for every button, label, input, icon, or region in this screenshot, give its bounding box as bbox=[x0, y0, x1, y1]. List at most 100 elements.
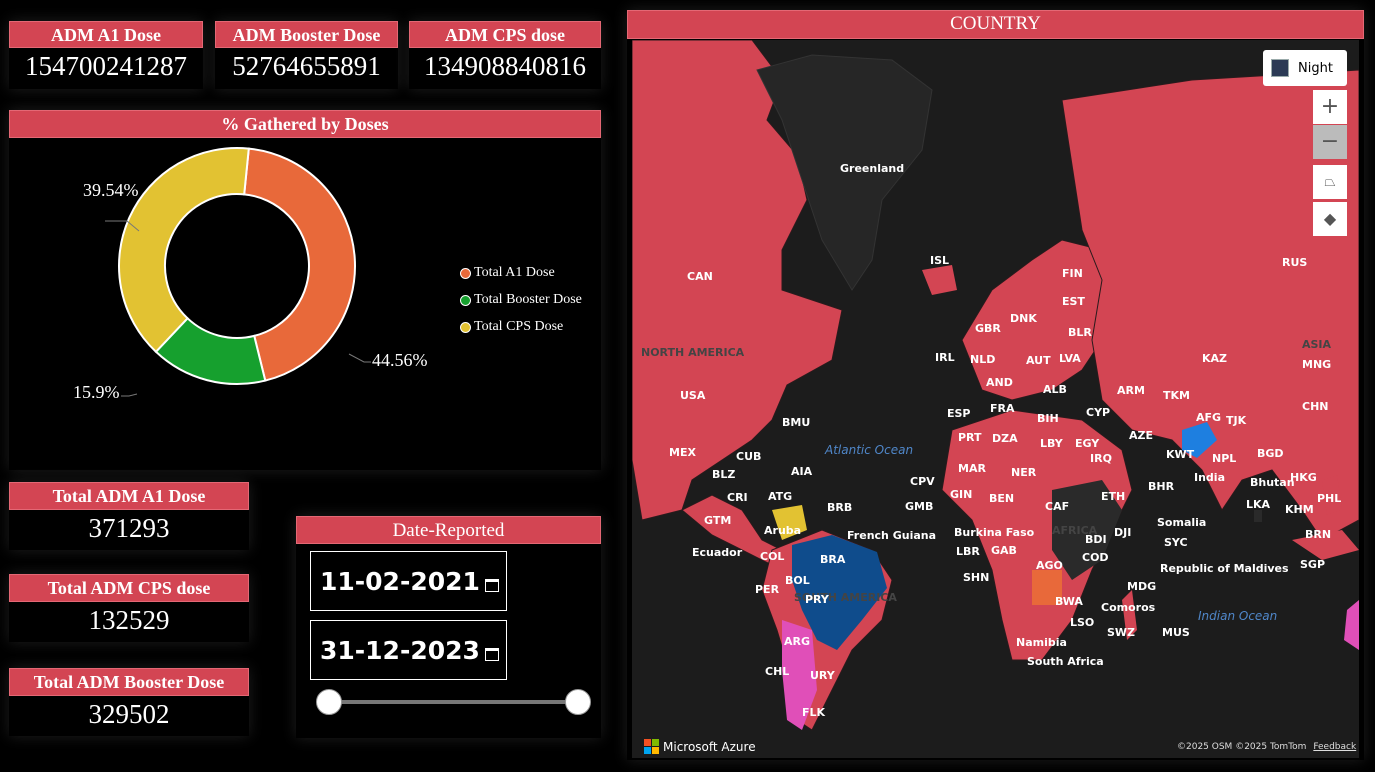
country-label[interactable]: CYP bbox=[1086, 406, 1110, 419]
country-label[interactable]: GBR bbox=[975, 322, 1001, 335]
sri-lanka-land[interactable] bbox=[1254, 510, 1262, 522]
country-label[interactable]: AIA bbox=[791, 465, 813, 478]
philippines-land[interactable] bbox=[1322, 475, 1342, 515]
country-label[interactable]: CRI bbox=[727, 491, 748, 504]
country-label[interactable]: CPV bbox=[910, 475, 935, 488]
country-label[interactable]: GTM bbox=[704, 514, 731, 527]
country-label[interactable]: Comoros bbox=[1101, 601, 1156, 614]
calendar-icon[interactable] bbox=[484, 578, 499, 592]
country-label[interactable]: CUB bbox=[736, 450, 761, 463]
country-label[interactable]: ARG bbox=[784, 635, 810, 648]
country-label[interactable]: KHM bbox=[1285, 503, 1314, 516]
iceland-land[interactable] bbox=[922, 265, 957, 295]
country-label[interactable]: SHN bbox=[963, 571, 989, 584]
country-label[interactable]: CAF bbox=[1045, 500, 1069, 513]
country-label[interactable]: COD bbox=[1082, 551, 1109, 564]
country-label[interactable]: LKA bbox=[1246, 498, 1271, 511]
country-label[interactable]: BRA bbox=[820, 553, 846, 566]
country-label[interactable]: KAZ bbox=[1202, 352, 1227, 365]
country-label[interactable]: CHN bbox=[1302, 400, 1329, 413]
country-label[interactable]: BLR bbox=[1068, 326, 1092, 339]
map-style-button[interactable]: Night bbox=[1263, 50, 1347, 86]
compass-icon[interactable]: ◆ bbox=[1313, 202, 1347, 236]
country-label[interactable]: NPL bbox=[1212, 452, 1236, 465]
country-label[interactable]: Ecuador bbox=[692, 546, 743, 559]
country-label[interactable]: TJK bbox=[1226, 414, 1247, 427]
country-label[interactable]: LVA bbox=[1059, 352, 1081, 365]
country-label[interactable]: NLD bbox=[970, 353, 995, 366]
country-label[interactable]: BDI bbox=[1085, 533, 1107, 546]
feedback-link[interactable]: Feedback bbox=[1313, 742, 1357, 752]
country-label[interactable]: MDG bbox=[1127, 580, 1156, 593]
argentina-land[interactable] bbox=[782, 620, 817, 730]
country-label[interactable]: AFG bbox=[1196, 411, 1221, 424]
country-label[interactable]: PHL bbox=[1317, 492, 1341, 505]
country-label[interactable]: ETH bbox=[1101, 490, 1125, 503]
country-label[interactable]: RUS bbox=[1282, 256, 1307, 269]
country-label[interactable]: ESP bbox=[947, 407, 971, 420]
brazil-land[interactable] bbox=[792, 535, 887, 650]
country-label[interactable]: HKG bbox=[1290, 471, 1317, 484]
country-label[interactable]: PRT bbox=[958, 431, 982, 444]
date-range-start-handle[interactable] bbox=[316, 689, 342, 715]
country-label[interactable]: SWZ bbox=[1107, 626, 1135, 639]
country-label[interactable]: Aruba bbox=[764, 524, 801, 537]
country-label[interactable]: LBR bbox=[956, 545, 980, 558]
country-label[interactable]: DZA bbox=[992, 432, 1018, 445]
zoom-out-button[interactable]: − bbox=[1313, 125, 1347, 159]
country-label[interactable]: BIH bbox=[1037, 412, 1059, 425]
country-label[interactable]: South Africa bbox=[1027, 655, 1104, 668]
country-label[interactable]: BHR bbox=[1148, 480, 1175, 493]
pitch-icon[interactable]: ⏢ bbox=[1313, 165, 1347, 199]
country-label[interactable]: COL bbox=[760, 550, 784, 563]
country-label[interactable]: ATG bbox=[768, 490, 792, 503]
afghanistan-land[interactable] bbox=[1182, 422, 1217, 458]
country-label[interactable]: BRB bbox=[827, 501, 852, 514]
country-label[interactable]: French Guiana bbox=[847, 529, 936, 542]
country-label[interactable]: NER bbox=[1011, 466, 1037, 479]
world-map[interactable]: Atlantic Ocean Indian Ocean NORTH AMERIC… bbox=[632, 40, 1359, 758]
legend-item-cps[interactable]: Total CPS Dose bbox=[460, 319, 563, 335]
country-label[interactable]: SGP bbox=[1300, 558, 1325, 571]
country-label[interactable]: URY bbox=[810, 669, 836, 682]
country-label[interactable]: GMB bbox=[905, 500, 933, 513]
date-range-track[interactable] bbox=[328, 700, 578, 704]
end-date-input[interactable]: 31-12-2023 bbox=[310, 620, 507, 680]
madagascar-land[interactable] bbox=[1122, 590, 1137, 640]
country-label[interactable]: SYC bbox=[1164, 536, 1188, 549]
country-label[interactable]: BEN bbox=[989, 492, 1014, 505]
country-label[interactable]: PRY bbox=[805, 593, 830, 606]
country-label[interactable]: BWA bbox=[1055, 595, 1083, 608]
calendar-icon[interactable] bbox=[484, 647, 499, 661]
country-label[interactable]: BGD bbox=[1257, 447, 1284, 460]
country-label[interactable]: ALB bbox=[1043, 383, 1067, 396]
country-label[interactable]: Republic of Maldives bbox=[1160, 562, 1289, 575]
country-label[interactable]: Bhutan bbox=[1250, 476, 1295, 489]
country-label[interactable]: India bbox=[1194, 471, 1225, 484]
country-label[interactable]: FRA bbox=[990, 402, 1015, 415]
country-label[interactable]: LBY bbox=[1040, 437, 1064, 450]
country-label[interactable]: MAR bbox=[958, 462, 986, 475]
date-range-end-handle[interactable] bbox=[565, 689, 591, 715]
country-label[interactable]: ARM bbox=[1117, 384, 1145, 397]
country-label[interactable]: Greenland bbox=[840, 162, 904, 175]
country-label[interactable]: LSO bbox=[1070, 616, 1094, 629]
country-label[interactable]: AUT bbox=[1026, 354, 1051, 367]
legend-item-a1[interactable]: Total A1 Dose bbox=[460, 265, 555, 281]
venezuela-land[interactable] bbox=[772, 505, 807, 540]
country-label[interactable]: MEX bbox=[669, 446, 696, 459]
country-label[interactable]: FIN bbox=[1062, 267, 1083, 280]
europe-land[interactable] bbox=[961, 239, 1113, 401]
country-label[interactable]: BLZ bbox=[712, 468, 735, 481]
donut-slice-cps[interactable] bbox=[118, 147, 250, 354]
greenland-land[interactable] bbox=[756, 54, 933, 291]
indonesia-land[interactable] bbox=[1292, 530, 1359, 560]
country-label[interactable]: Namibia bbox=[1016, 636, 1067, 649]
donut-chart[interactable] bbox=[9, 138, 601, 468]
country-label[interactable]: AGO bbox=[1036, 559, 1063, 572]
country-label[interactable]: FLK bbox=[802, 706, 826, 719]
country-label[interactable]: USA bbox=[680, 389, 706, 402]
country-label[interactable]: MNG bbox=[1302, 358, 1331, 371]
country-label[interactable]: EGY bbox=[1075, 437, 1100, 450]
country-label[interactable]: CAN bbox=[687, 270, 713, 283]
